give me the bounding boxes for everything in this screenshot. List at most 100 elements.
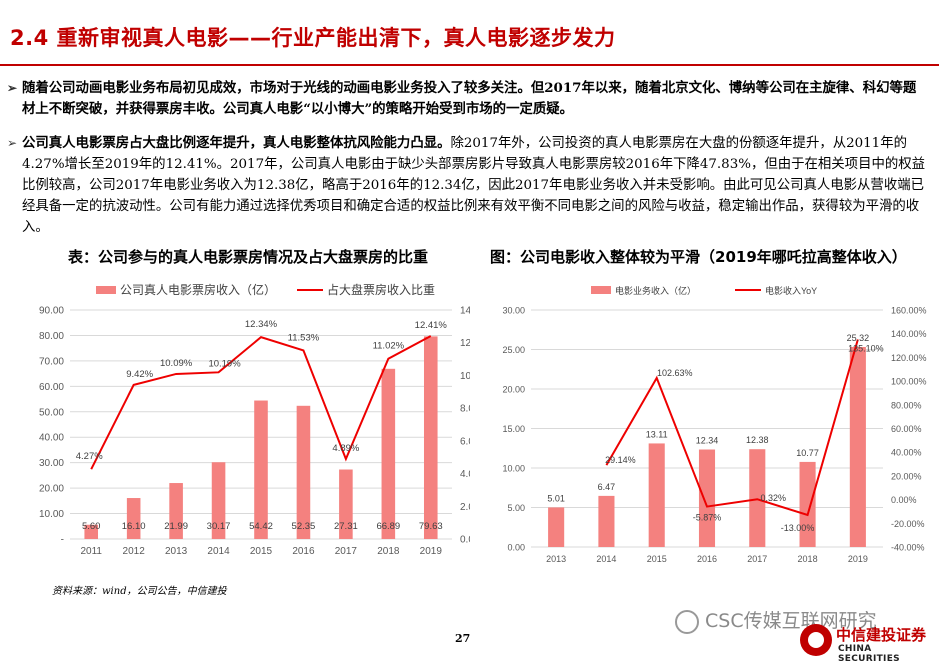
- logo-mark-icon: [800, 624, 832, 656]
- y-tick-label: 30.00: [502, 306, 525, 316]
- y2-tick-label: 40.00%: [891, 448, 922, 458]
- right-chart-caption: 图：公司电影收入整体较为平滑（2019年哪吒拉高整体收入）: [490, 248, 907, 266]
- line-value-label: 102.63%: [657, 368, 693, 378]
- right-chart: 0.00 5.00 10.00 15.00 20.00 25.00 30.00 -40.00%…: [502, 285, 927, 564]
- bar-value-label: 10.77: [796, 448, 819, 458]
- line-value-label: 12.34%: [245, 319, 278, 330]
- title-divider: [0, 64, 939, 66]
- x-tick-label: 2017: [747, 554, 767, 564]
- y-tick-label: 25.00: [502, 345, 525, 355]
- page-number: 27: [455, 632, 471, 645]
- x-tick-label: 2013: [165, 546, 188, 557]
- y2-tick-label: 120.00%: [891, 353, 927, 363]
- y2-tick-label: 160.00%: [891, 306, 927, 316]
- y2-tick-label: 140.00%: [891, 329, 927, 339]
- bar-value-label: 6.47: [598, 482, 616, 492]
- bullet-2-text: 除2017年外，公司投资的真人电影票房在大盘的份额逐年提升，从2011年的4.2…: [22, 136, 926, 235]
- bullet-2-lead: 公司真人电影票房占大盘比例逐年提升，真人电影整体抗风险能力凸显。: [22, 135, 451, 151]
- y-tick-label: 15.00: [502, 424, 525, 434]
- bullet-1: ➢ 随着公司动画电影业务布局初见成效，市场对于光线的动画电影业务投入了较多关注。…: [7, 78, 927, 120]
- y-tick-label: 30.00: [39, 458, 64, 469]
- bar: [799, 461, 816, 547]
- y-tick-label: 50.00: [39, 407, 64, 418]
- bar-value-label: 12.38: [746, 435, 769, 445]
- page-title: 2.4 重新审视真人电影——行业产能出清下，真人电影逐步发力: [10, 26, 616, 50]
- x-tick-label: 2014: [596, 554, 616, 564]
- y-tick-label: 10.00: [502, 464, 525, 474]
- line-value-label: 11.53%: [288, 332, 320, 343]
- bar-value-label: 5.60: [82, 521, 101, 532]
- bar-value-label: 66.89: [376, 521, 400, 532]
- bar-value-label: 54.42: [249, 521, 273, 532]
- x-tick-label: 2019: [420, 546, 443, 557]
- bar-value-label: 30.17: [207, 521, 231, 532]
- x-tick-label: 2013: [546, 554, 566, 564]
- bullet-2: ➢ 公司真人电影票房占大盘比例逐年提升，真人电影整体抗风险能力凸显。除2017年…: [7, 133, 927, 238]
- x-tick-label: 2012: [123, 546, 146, 557]
- y2-tick-label: 100.00%: [891, 377, 927, 387]
- bar: [339, 469, 353, 539]
- line-value-label: 10.09%: [160, 358, 193, 369]
- x-tick-label: 2016: [697, 554, 717, 564]
- y-tick-label: 10.00: [39, 509, 64, 520]
- line-value-label: -13.00%: [781, 523, 815, 533]
- logo-en: CHINA SECURITIES: [838, 644, 900, 664]
- csc-logo: 中信建投证券 CHINA SECURITIES: [800, 624, 930, 664]
- y2-tick-label: 4.00%: [460, 469, 470, 480]
- x-tick-label: 2018: [377, 546, 400, 557]
- bar: [849, 346, 866, 547]
- wechat-watermark: CSC传媒互联网研究: [675, 606, 877, 634]
- bar: [169, 483, 183, 539]
- x-tick-label: 2018: [798, 554, 818, 564]
- y2-tick-label: -20.00%: [891, 519, 925, 529]
- legend-bar-swatch: [591, 286, 611, 294]
- bar-value-label: 16.10: [122, 521, 146, 532]
- wechat-name: CSC传媒互联网研究: [705, 610, 877, 632]
- y2-tick-label: 60.00%: [891, 424, 922, 434]
- yoy-line: [90, 335, 432, 470]
- line-value-label: 11.02%: [373, 341, 405, 352]
- y-tick-label: 90.00: [39, 306, 64, 317]
- x-tick-label: 2016: [292, 546, 315, 557]
- x-tick-label: 2017: [335, 546, 358, 557]
- legend-bar-swatch: [96, 286, 116, 294]
- wechat-icon: [675, 609, 699, 634]
- x-tick-label: 2019: [848, 554, 868, 564]
- bar-value-label: 13.11: [646, 429, 668, 439]
- y2-tick-label: 2.00%: [460, 502, 470, 513]
- line-value-label: 9.42%: [126, 369, 153, 380]
- y2-tick-label: 0.00%: [891, 495, 917, 505]
- yoy-line: [605, 339, 859, 517]
- bullet-1-text: 随着公司动画电影业务布局初见成效，市场对于光线的动画电影业务投入了较多关注。但2…: [22, 80, 917, 117]
- y-tick-label: 5.00: [507, 503, 525, 513]
- bar-value-label: 79.63: [419, 521, 443, 532]
- bar: [296, 405, 311, 539]
- left-chart-caption: 表：公司参与的真人电影票房情况及占大盘票房的比重: [68, 248, 429, 266]
- x-tick-label: 2015: [647, 554, 667, 564]
- line-value-label: 29.14%: [605, 455, 636, 465]
- bar: [381, 368, 396, 539]
- bar: [126, 498, 141, 539]
- x-tick-label: 2014: [207, 546, 230, 557]
- bar: [211, 462, 226, 539]
- line-value-label: 0.32%: [761, 493, 787, 503]
- y-tick-label: 20.00: [39, 484, 64, 495]
- bar: [423, 336, 438, 539]
- bar: [698, 449, 716, 547]
- x-tick-label: 2015: [250, 546, 273, 557]
- line-value-label: -5.87%: [693, 513, 722, 523]
- line-value-label: 135.10%: [848, 344, 884, 354]
- y-tick-label: 60.00: [39, 382, 64, 393]
- legend-bar-label: 电影业务收入（亿）: [615, 285, 696, 296]
- bar: [598, 495, 615, 547]
- bar: [84, 524, 99, 539]
- y2-tick-label: -40.00%: [891, 543, 925, 553]
- line-value-label: 10.19%: [208, 358, 241, 369]
- bar: [749, 449, 766, 547]
- y2-tick-label: 6.00%: [460, 436, 470, 447]
- bar-value-label: 21.99: [164, 521, 188, 532]
- bar-value-label: 12.34: [696, 436, 719, 446]
- y-tick-label: 80.00: [39, 331, 64, 342]
- bar-value-label: 27.31: [334, 521, 358, 532]
- y2-tick-label: 0.00%: [460, 535, 470, 546]
